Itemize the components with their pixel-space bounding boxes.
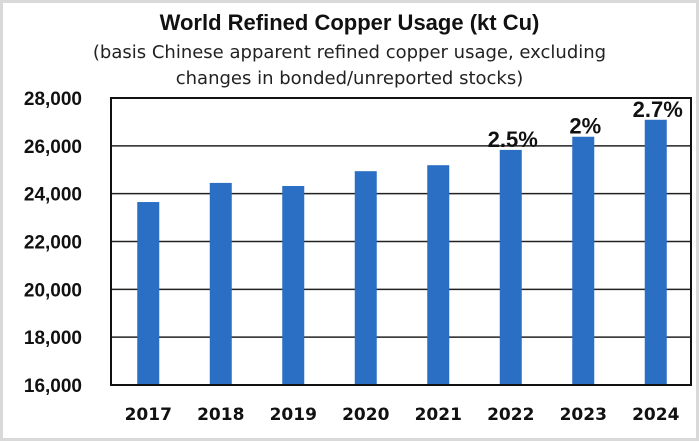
bar-2023 [572, 136, 595, 385]
data-labels: 2.5% 2% 2.7% [488, 97, 683, 152]
bar-2020 [354, 171, 377, 385]
chart-title: World Refined Copper Usage (kt Cu) [159, 10, 540, 35]
y-axis-ticks: 16,000 18,000 20,000 22,000 24,000 26,000 28,0… [24, 89, 82, 397]
chart-subtitle-line-2: changes in bonded/unreported stocks) [175, 68, 524, 89]
x-tick-label: 2023 [560, 405, 607, 425]
gridlines [111, 97, 691, 386]
bar-2022 [499, 149, 522, 385]
chart-subtitle-line-1: (basis Chinese apparent refined copper u… [92, 42, 607, 63]
x-tick-label: 2024 [632, 405, 679, 425]
bar-2017 [137, 202, 160, 385]
bar-2018 [209, 182, 232, 385]
data-label-2024: 2.7% [633, 97, 683, 122]
y-tick-label: 26,000 [24, 137, 82, 158]
bars [137, 119, 667, 386]
x-axis-ticks: 2017 2018 2019 2020 2021 2022 2023 2024 [125, 405, 680, 425]
data-label-2022: 2.5% [488, 127, 538, 152]
y-tick-label: 20,000 [24, 280, 82, 301]
bar-2019 [282, 186, 305, 385]
y-tick-label: 22,000 [24, 233, 82, 254]
x-tick-label: 2018 [197, 405, 244, 425]
bar-2021 [427, 165, 450, 385]
x-tick-label: 2022 [487, 405, 534, 425]
plot-area-border [110, 97, 692, 386]
x-tick-label: 2017 [125, 405, 172, 425]
y-tick-label: 18,000 [24, 328, 82, 349]
data-label-2023: 2% [569, 114, 601, 139]
x-tick-label: 2019 [270, 405, 317, 425]
x-tick-label: 2021 [415, 405, 462, 425]
bar-2024 [644, 119, 667, 386]
x-tick-label: 2020 [342, 405, 389, 425]
y-tick-label: 16,000 [24, 376, 82, 397]
y-tick-label: 28,000 [24, 89, 82, 110]
y-tick-label: 24,000 [24, 185, 82, 206]
